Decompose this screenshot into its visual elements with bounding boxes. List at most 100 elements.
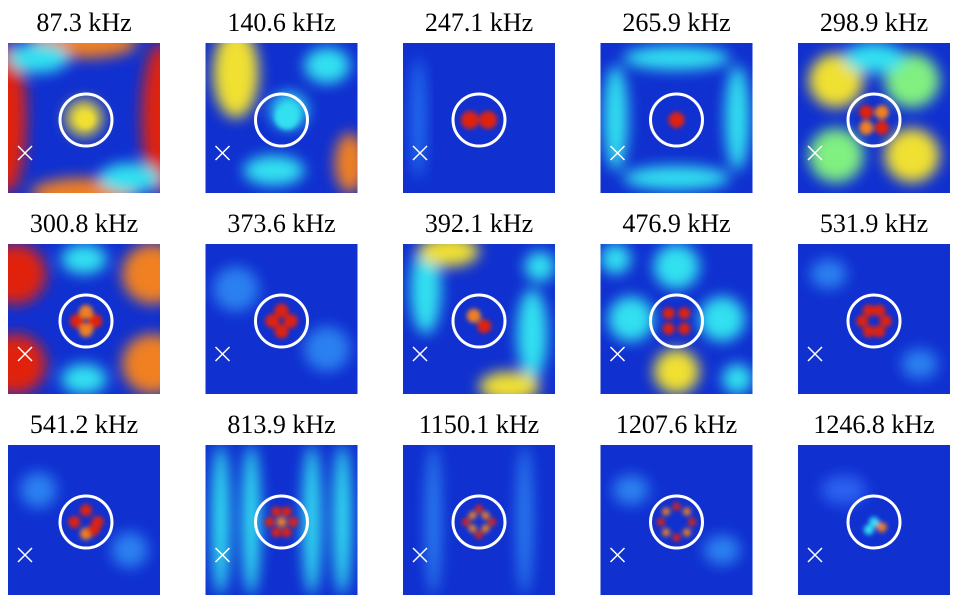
panel: 531.9 kHz	[798, 209, 950, 394]
source-marker	[412, 346, 428, 362]
panel-label: 373.6 kHz	[227, 209, 335, 238]
field-lobe	[725, 65, 750, 171]
source-marker	[17, 547, 33, 563]
field-lobe	[410, 58, 426, 178]
field-lobe	[603, 65, 628, 171]
field-lobe	[61, 244, 107, 274]
mode-spot	[466, 308, 481, 323]
source-marker	[17, 145, 33, 161]
panel: 392.1 kHz	[403, 209, 555, 394]
mode-spot	[682, 507, 691, 516]
mode-spot	[462, 518, 470, 526]
panel: 373.6 kHz	[205, 209, 358, 394]
field-lobe	[61, 364, 107, 394]
field-lobe	[241, 445, 261, 595]
mode-spot	[68, 516, 81, 528]
mode-spot	[873, 304, 886, 317]
mode-image	[8, 43, 160, 193]
cavity-outline	[451, 92, 507, 148]
field-lobe	[699, 296, 745, 342]
field-lobe	[8, 244, 46, 304]
mode-spot	[69, 314, 84, 328]
source-marker	[807, 547, 823, 563]
mode-spot	[276, 517, 287, 527]
source-marker	[214, 346, 231, 362]
mode-image	[8, 445, 160, 595]
panel: 87.3 kHz	[8, 8, 160, 193]
mode-spot	[265, 314, 280, 328]
cavity-outline	[58, 92, 114, 148]
mode-spot	[281, 527, 292, 538]
panel: 1150.1 kHz	[403, 410, 555, 595]
field-lobe	[884, 128, 940, 183]
mode-spot	[856, 315, 869, 327]
mode-spot	[288, 517, 299, 527]
mode-image	[600, 445, 753, 595]
field-lobe	[334, 133, 358, 193]
mode-image	[403, 445, 555, 595]
field-lobe	[243, 155, 305, 186]
mode-spot	[80, 504, 92, 517]
mode-spot	[78, 112, 94, 128]
cavity-outline	[254, 92, 309, 148]
field-lobe	[820, 475, 867, 505]
cavity-outline	[649, 92, 704, 148]
panel-label: 1207.6 kHz	[616, 410, 737, 439]
mode-spot	[678, 307, 691, 320]
field-lobe	[410, 244, 441, 334]
field-lobe	[418, 244, 479, 267]
panel-label: 300.8 kHz	[30, 209, 138, 238]
mode-spot	[859, 120, 874, 135]
mode-spot	[688, 518, 697, 526]
mode-spot	[662, 528, 671, 537]
field-lobe	[304, 326, 350, 372]
mode-spot	[481, 511, 490, 520]
field-background	[8, 445, 160, 595]
field-lobe	[122, 334, 160, 394]
mode-image	[403, 244, 555, 394]
mode-spot	[283, 314, 298, 328]
panel: 265.9 kHz	[600, 8, 753, 193]
source-marker	[807, 145, 823, 161]
mode-spot	[479, 111, 498, 129]
mode-spot	[869, 517, 879, 527]
mode-image	[205, 445, 358, 595]
field-lobe	[141, 43, 160, 193]
field-lobe	[213, 266, 259, 312]
panel: 298.9 kHz	[798, 8, 950, 193]
mode-spot	[488, 518, 496, 526]
field-background	[600, 445, 753, 595]
panel-label: 140.6 kHz	[227, 8, 335, 37]
mode-image	[8, 244, 160, 394]
mode-image	[798, 244, 950, 394]
field-lobe	[623, 46, 730, 70]
panel-label: 87.3 kHz	[36, 8, 131, 37]
cavity-outline	[451, 293, 507, 349]
source-marker	[609, 145, 626, 161]
source-marker	[214, 547, 231, 563]
mode-spot	[863, 524, 874, 535]
panel-label: 392.1 kHz	[425, 209, 533, 238]
mode-spot	[678, 322, 691, 335]
panel-label: 531.9 kHz	[820, 209, 928, 238]
mode-spot	[672, 502, 681, 511]
mode-spot	[874, 105, 889, 120]
cavity-outline	[58, 494, 114, 550]
mode-spot	[264, 517, 275, 527]
panel: 541.2 kHz	[8, 410, 160, 595]
panel: 300.8 kHz	[8, 209, 160, 394]
mode-image	[205, 43, 358, 193]
mode-spot	[481, 524, 490, 533]
mode-spot	[879, 315, 892, 327]
source-marker	[412, 547, 428, 563]
mode-spot	[281, 506, 292, 517]
mode-image	[600, 244, 753, 394]
field-lobe	[122, 244, 160, 304]
cavity-outline	[649, 293, 704, 349]
mode-spot	[662, 507, 671, 516]
cavity-outline	[58, 293, 114, 349]
field-lobe	[517, 445, 533, 595]
mode-spot	[475, 505, 483, 513]
field-lobe	[808, 53, 864, 108]
field-lobe	[600, 244, 631, 274]
